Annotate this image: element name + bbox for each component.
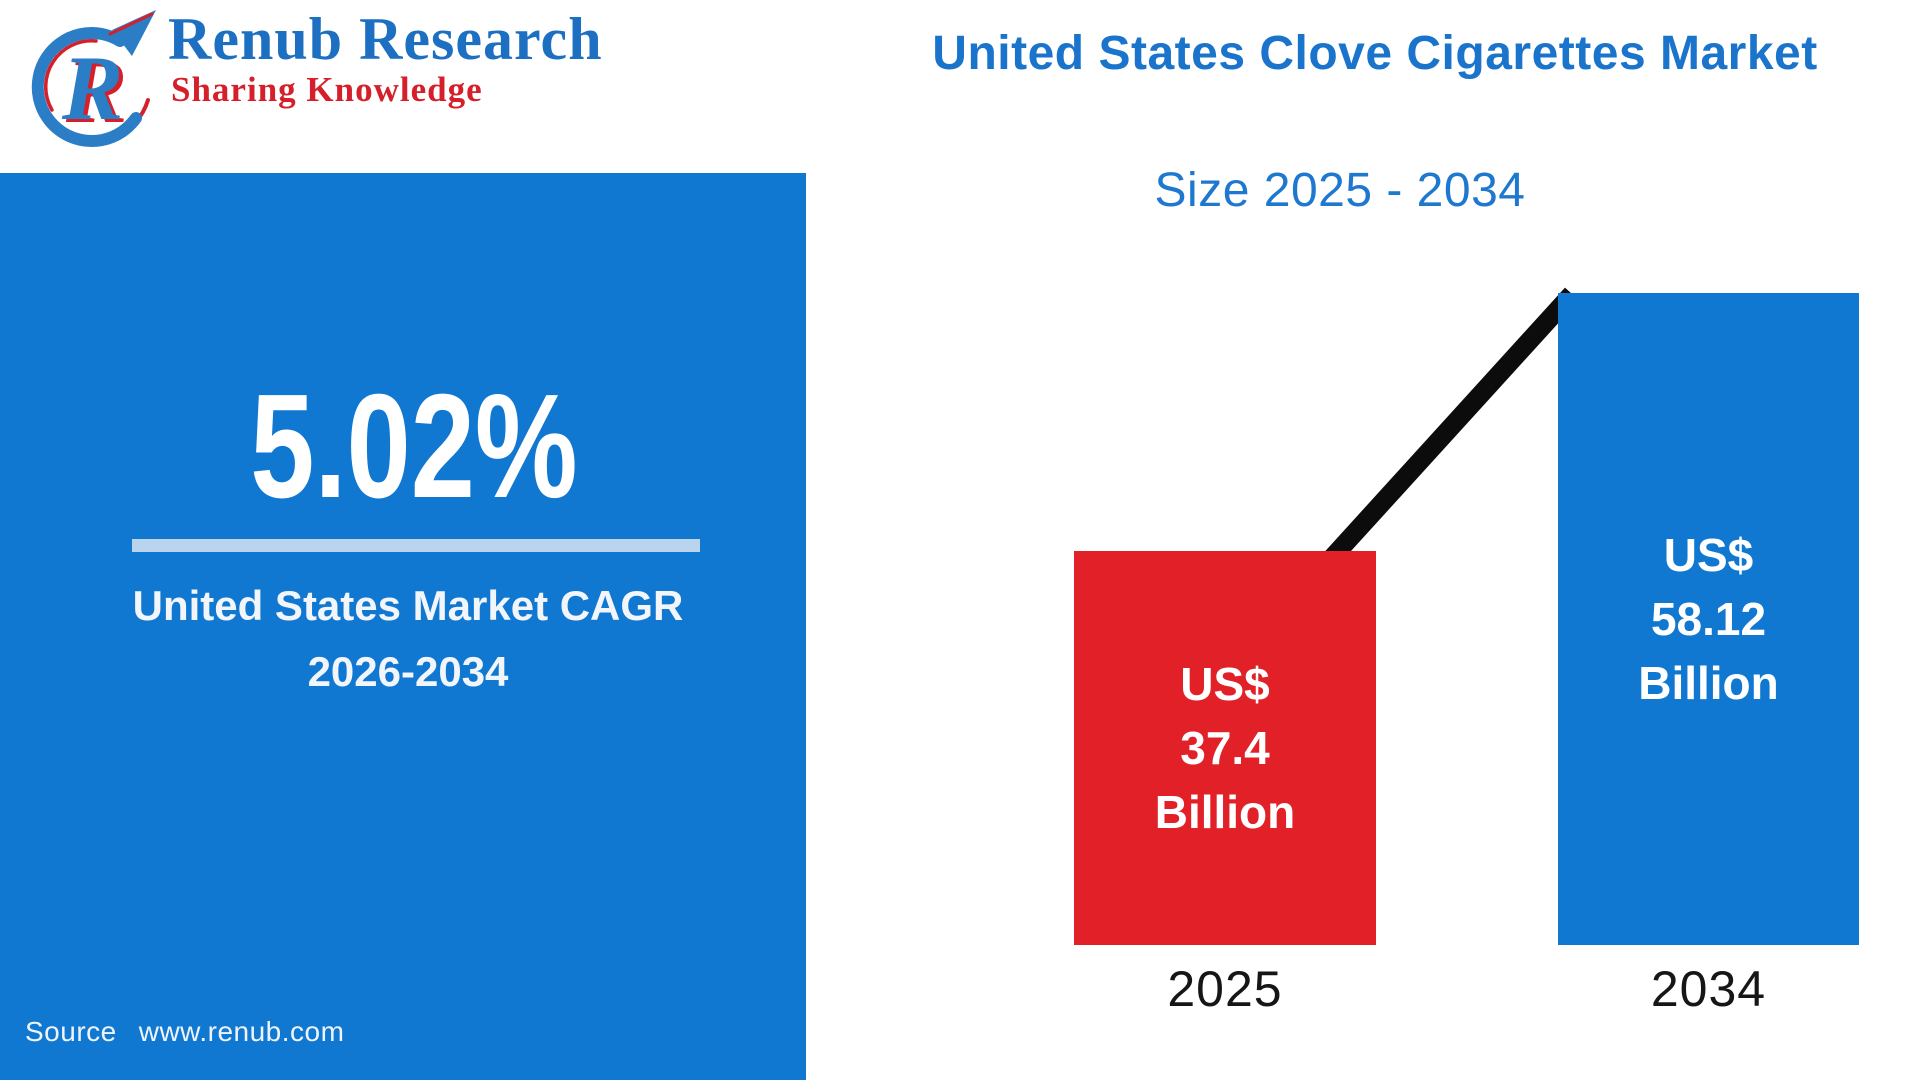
- page-subtitle: Size 2025 - 2034: [1154, 164, 1526, 217]
- cagr-panel: 5.02% United States Market CAGR 2026-203…: [0, 173, 806, 1080]
- source-label: Source: [25, 1016, 117, 1047]
- bar-2034-label-line1: US$: [1663, 529, 1754, 581]
- page-title: United States Clove Cigarettes Market: [932, 27, 1818, 80]
- bar-2034-label-line3: Billion: [1638, 657, 1779, 709]
- x-axis-label-2034: 2034: [1650, 961, 1767, 1017]
- cagr-label-line1: United States Market CAGR: [132, 582, 684, 629]
- bar-2034: US$ 58.12 Billion: [1558, 293, 1859, 945]
- bar-2025-label-line1: US$: [1180, 658, 1270, 710]
- x-axis-label-2025: 2025: [1167, 961, 1283, 1017]
- svg-text:R: R: [65, 40, 127, 142]
- bar-2025-label-line2: 37.4: [1180, 722, 1270, 774]
- logo-tagline: Sharing Knowledge: [171, 70, 483, 109]
- bar-2025: US$ 37.4 Billion: [1074, 551, 1376, 945]
- renub-logo-icon: R R: [31, 10, 156, 147]
- bar-2025-label-line3: Billion: [1154, 786, 1296, 838]
- cagr-label-line2: 2026-2034: [307, 648, 509, 695]
- svg-text:R: R: [61, 37, 123, 139]
- cagr-value: 5.02%: [250, 364, 578, 529]
- logo-name: Renub Research: [168, 6, 603, 72]
- cagr-label: United States Market CAGR 2026-2034: [0, 573, 806, 705]
- source-row: Source www.renub.com: [25, 1016, 344, 1048]
- divider-line: [132, 539, 700, 552]
- bar-2034-label-line2: 58.12: [1650, 593, 1767, 645]
- source-url: www.renub.com: [138, 1016, 345, 1047]
